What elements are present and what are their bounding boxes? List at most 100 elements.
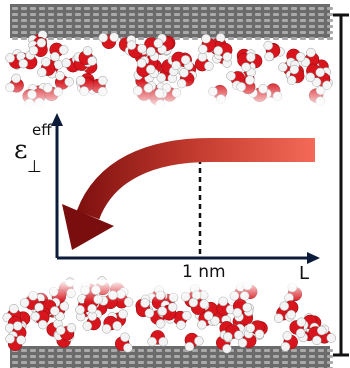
graphene-atom xyxy=(120,361,126,364)
hydrogen xyxy=(88,57,97,66)
graphene-atom xyxy=(138,37,144,40)
graphene-atom xyxy=(318,349,324,352)
graphene-atom xyxy=(228,31,234,34)
graphene-atom xyxy=(201,349,207,352)
graphene-atom xyxy=(228,361,234,364)
graphene-atom xyxy=(21,37,27,40)
graphene-atom xyxy=(201,355,207,358)
graphene-atom xyxy=(165,361,171,364)
figure: ε eff ⊥ 1 nm L xyxy=(0,0,350,368)
graphene-atom xyxy=(192,355,198,358)
graphene-atom xyxy=(165,7,171,10)
graphene-atom xyxy=(192,25,198,28)
graphene-atom xyxy=(138,349,144,352)
graphene-atom xyxy=(255,19,261,22)
hydrogen xyxy=(264,41,273,50)
graphene-atom xyxy=(255,361,261,364)
graphene-atom xyxy=(84,19,90,22)
hydrogen xyxy=(223,52,232,61)
graphene-atom xyxy=(237,355,243,358)
graphene-atom xyxy=(291,13,297,16)
graphene-atom xyxy=(210,361,216,364)
hydrogen xyxy=(198,53,207,62)
graphene-atom xyxy=(39,7,45,10)
graphene-atom xyxy=(21,31,27,34)
graphene-atom xyxy=(66,349,72,352)
hydrogen xyxy=(202,34,211,43)
graphene-atom xyxy=(291,37,297,40)
graphene-atom xyxy=(129,19,135,22)
hydrogen xyxy=(246,324,255,333)
graphene-atom xyxy=(48,349,54,352)
graphene-atom xyxy=(75,349,81,352)
graphene-atom xyxy=(147,7,153,10)
hydrogen xyxy=(227,72,236,81)
graphene-atom xyxy=(282,25,288,28)
graphene-atom xyxy=(291,7,297,10)
graphene-atom xyxy=(273,37,279,40)
graphene-atom xyxy=(192,37,198,40)
graphene-atom xyxy=(282,13,288,16)
graphene-atom xyxy=(75,13,81,16)
graphene-atom xyxy=(327,25,333,28)
graphene-atom xyxy=(264,361,270,364)
graphene-atom xyxy=(309,13,315,16)
hydrogen xyxy=(37,38,46,47)
hydrogen xyxy=(62,58,71,67)
graphene-atom xyxy=(84,31,90,34)
hydrogen xyxy=(287,310,296,319)
graphene-atom xyxy=(138,355,144,358)
graphene-atom xyxy=(93,355,99,358)
graphene-atom xyxy=(30,19,36,22)
hydrogen xyxy=(233,308,242,317)
graphene-atom xyxy=(327,7,333,10)
graphene-atom xyxy=(21,13,27,16)
graphene-atom xyxy=(84,361,90,364)
graphene-atom xyxy=(246,19,252,22)
hydrogen xyxy=(137,59,146,68)
graphene-atom xyxy=(111,349,117,352)
marker-label: 1 nm xyxy=(182,262,226,282)
graphene-atom xyxy=(300,349,306,352)
graphene-atom xyxy=(309,31,315,34)
graphene-atom xyxy=(264,349,270,352)
graphene-atom xyxy=(120,7,126,10)
hydrogen xyxy=(123,343,132,352)
graphene-atom xyxy=(174,19,180,22)
hydrogen xyxy=(181,55,190,64)
hydrogen xyxy=(145,309,154,318)
graphene-atom xyxy=(21,19,27,22)
graphene-atom xyxy=(57,13,63,16)
graphene-atom xyxy=(273,31,279,34)
y-axis-superscript: eff xyxy=(32,121,52,139)
graphene-atom xyxy=(282,355,288,358)
graphene-atom xyxy=(210,7,216,10)
graphene-atom xyxy=(57,355,63,358)
graphene-atom xyxy=(282,19,288,22)
graphene-atom xyxy=(246,31,252,34)
hydrogen xyxy=(216,33,225,42)
hydrogen xyxy=(56,326,65,335)
hydrogen xyxy=(110,33,119,42)
graphene-atom xyxy=(93,349,99,352)
graphene-atom xyxy=(111,355,117,358)
graphene-atom xyxy=(300,31,306,34)
graphene-atom xyxy=(327,13,333,16)
graphene-atom xyxy=(228,7,234,10)
graphene-atom xyxy=(165,13,171,16)
graphene-atom xyxy=(300,13,306,16)
graphene-atom xyxy=(183,37,189,40)
graphene-atom xyxy=(75,355,81,358)
hydrogen xyxy=(290,65,299,74)
graphene-atom xyxy=(21,361,27,364)
graphene-atom xyxy=(219,361,225,364)
graphene-atom xyxy=(201,31,207,34)
graphene-atom xyxy=(66,361,72,364)
graphene-atom xyxy=(246,361,252,364)
graphene-atom xyxy=(318,355,324,358)
graphene-atom xyxy=(57,349,63,352)
graphene-atom xyxy=(174,349,180,352)
hydrogen xyxy=(31,312,40,321)
graphene-atom xyxy=(174,361,180,364)
graphene-atom xyxy=(318,31,324,34)
